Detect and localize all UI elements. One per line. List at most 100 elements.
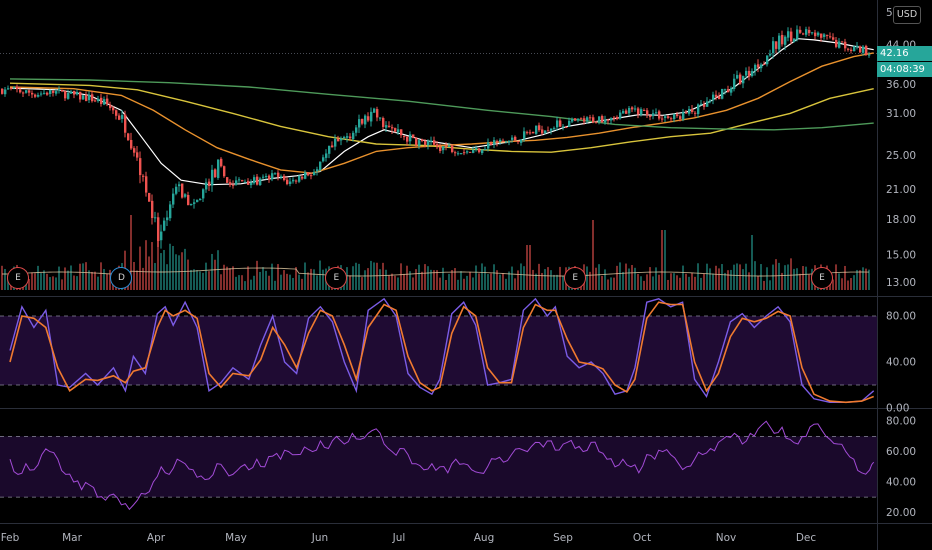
- volume-bar: [388, 275, 390, 290]
- volume-bar: [82, 263, 84, 290]
- candle-body: [577, 118, 580, 121]
- volume-bar: [1, 265, 3, 290]
- volume-bar: [697, 263, 699, 290]
- volume-bar: [709, 268, 711, 290]
- candle-body: [205, 182, 208, 190]
- volume-bar: [400, 263, 402, 290]
- candle-body: [859, 46, 862, 53]
- time-axis[interactable]: Feb Mar Apr May Jun Jul Aug Sep Oct Nov Dec: [1, 532, 817, 544]
- volume-bar: [856, 269, 858, 290]
- price-tick-label: 18.00: [886, 214, 916, 226]
- candle-body: [298, 175, 301, 182]
- candle-body: [229, 182, 232, 185]
- candle-body: [556, 120, 559, 128]
- candle-body: [532, 131, 535, 134]
- candle-body: [211, 169, 214, 186]
- stoch-tick-label: 0.00: [886, 403, 909, 415]
- candle-body: [490, 142, 493, 145]
- volume-bar: [427, 266, 429, 290]
- volume-bar: [244, 281, 246, 290]
- candle-body: [142, 175, 145, 177]
- volume-bar: [220, 274, 222, 290]
- candle-body: [430, 140, 433, 142]
- rsi-pane: [0, 420, 877, 511]
- volume-bar: [529, 245, 531, 290]
- volume-bar: [628, 268, 630, 290]
- candle-body: [187, 194, 190, 206]
- volume-bar: [685, 273, 687, 290]
- currency-label[interactable]: USD: [893, 6, 921, 24]
- volume-bar: [190, 269, 192, 290]
- volume-bar: [607, 279, 609, 290]
- candle-body: [814, 32, 817, 37]
- volume-bar: [613, 277, 615, 290]
- candle-body: [70, 91, 73, 94]
- candle-body: [256, 176, 259, 185]
- volume-bar: [559, 266, 561, 290]
- volume-bar: [853, 275, 855, 290]
- candle-body: [184, 194, 187, 197]
- candle-body: [835, 39, 838, 47]
- candle-body: [439, 146, 442, 152]
- volume-bar: [151, 242, 153, 290]
- volume-bar: [205, 262, 207, 290]
- candle-body: [427, 140, 430, 146]
- candle-body: [154, 217, 157, 219]
- earnings-badge[interactable]: E: [810, 267, 833, 289]
- candle-body: [136, 152, 139, 158]
- candle-body: [352, 132, 355, 140]
- candle-body: [508, 140, 511, 143]
- candle-body: [598, 116, 601, 122]
- candle-body: [82, 95, 85, 100]
- candle-body: [157, 217, 160, 241]
- volume-bar: [346, 267, 348, 290]
- volume-bar: [307, 272, 309, 290]
- candle-body: [604, 119, 607, 123]
- candle-body: [127, 133, 130, 141]
- volume-bar: [391, 273, 393, 290]
- dividend-badge[interactable]: D: [110, 267, 133, 289]
- candle-body: [457, 153, 460, 155]
- volume-bar: [691, 273, 693, 290]
- earnings-badge[interactable]: E: [564, 267, 587, 289]
- candle-body: [358, 119, 361, 128]
- candle-body: [343, 136, 346, 139]
- candle-body: [562, 126, 565, 128]
- candle-body: [778, 35, 781, 50]
- volume-bar: [193, 269, 195, 290]
- volume-bar: [514, 278, 516, 290]
- volume-bar: [226, 266, 228, 290]
- candle-body: [325, 153, 328, 158]
- candle-body: [46, 92, 49, 95]
- earnings-badge[interactable]: E: [6, 267, 29, 289]
- volume-bar: [535, 273, 537, 290]
- volume-bar: [547, 267, 549, 290]
- candle-body: [379, 117, 382, 119]
- volume-bar: [364, 270, 366, 290]
- volume-bar: [781, 272, 783, 290]
- volume-bar: [412, 277, 414, 290]
- candle-body: [841, 41, 844, 43]
- candle-body: [526, 132, 529, 134]
- candle-body: [712, 94, 715, 101]
- candle-body: [223, 166, 226, 177]
- candle-body: [31, 92, 34, 95]
- candle-body: [307, 172, 310, 176]
- candle-body: [445, 145, 448, 147]
- candle-body: [286, 179, 289, 185]
- price-axis[interactable]: 52.0044.0036.0031.0025.0021.0018.0015.00…: [886, 7, 916, 519]
- volume-bar: [274, 280, 276, 290]
- volume-bar: [772, 264, 774, 290]
- candle-body: [316, 169, 319, 172]
- candle-body: [118, 115, 121, 120]
- candle-body: [613, 117, 616, 119]
- volume-bar: [586, 266, 588, 290]
- volume-bar: [4, 268, 6, 290]
- candle-body: [328, 145, 331, 154]
- candle-body: [271, 173, 274, 180]
- earnings-badge[interactable]: E: [325, 267, 348, 289]
- candle-body: [268, 175, 271, 180]
- volume-bar: [403, 273, 405, 290]
- candle-body: [52, 90, 55, 93]
